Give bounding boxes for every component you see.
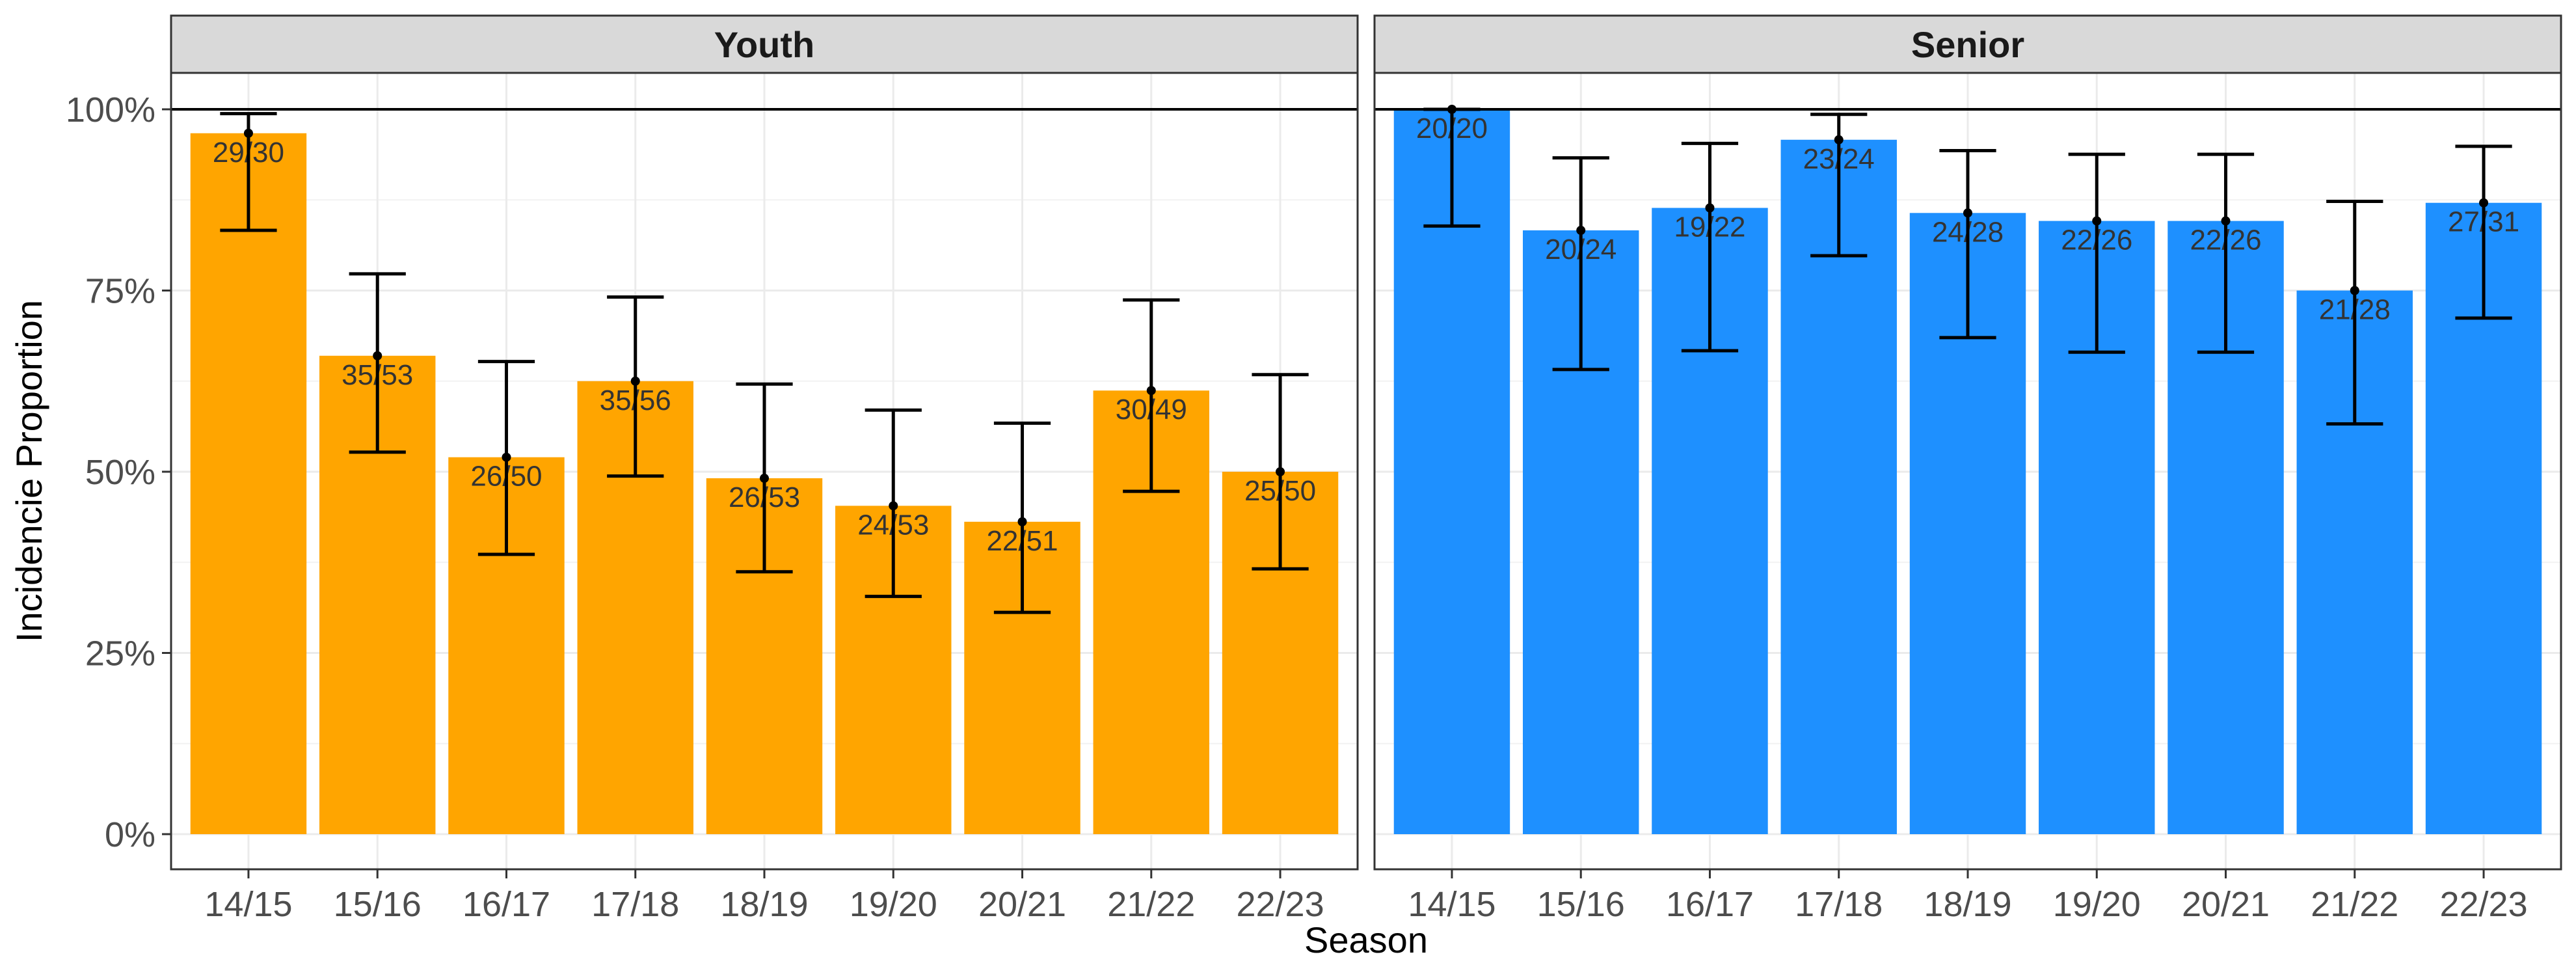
strip-label-senior: Senior — [1911, 24, 2024, 65]
point-senior-5 — [2092, 216, 2102, 226]
x-tick-label-senior-0: 14/15 — [1408, 885, 1496, 924]
x-tick-label-youth-8: 22/23 — [1236, 885, 1324, 924]
x-tick-label-youth-4: 18/19 — [720, 885, 808, 924]
x-tick-label-senior-2: 16/17 — [1666, 885, 1754, 924]
y-tick-label-4: 100% — [66, 90, 155, 129]
x-tick-label-youth-1: 15/16 — [334, 885, 422, 924]
x-tick-label-senior-4: 18/19 — [1924, 885, 2011, 924]
point-youth-3 — [630, 376, 640, 386]
x-tick-label-senior-3: 17/18 — [1795, 885, 1883, 924]
point-senior-4 — [1963, 208, 1972, 218]
x-tick-label-senior-8: 22/23 — [2439, 885, 2527, 924]
point-senior-7 — [2350, 286, 2359, 295]
point-youth-7 — [1146, 386, 1156, 396]
x-tick-label-youth-6: 20/21 — [978, 885, 1066, 924]
point-senior-0 — [1447, 105, 1456, 114]
point-youth-5 — [889, 501, 898, 511]
y-tick-label-3: 75% — [85, 272, 155, 311]
x-tick-label-senior-1: 15/16 — [1537, 885, 1625, 924]
x-tick-label-youth-7: 21/22 — [1107, 885, 1195, 924]
x-tick-label-youth-5: 19/20 — [850, 885, 937, 924]
bar-senior-0 — [1393, 109, 1510, 834]
point-youth-2 — [502, 452, 511, 462]
point-senior-8 — [2479, 198, 2489, 208]
point-youth-8 — [1276, 467, 1285, 476]
bar-youth-0 — [190, 133, 307, 835]
x-tick-label-senior-6: 20/21 — [2182, 885, 2270, 924]
point-youth-1 — [373, 351, 382, 360]
y-tick-label-0: 0% — [105, 815, 155, 854]
point-youth-0 — [243, 128, 253, 138]
strip-senior — [1373, 14, 2562, 74]
x-tick-label-youth-2: 16/17 — [463, 885, 550, 924]
point-senior-3 — [1834, 135, 1844, 144]
point-senior-2 — [1705, 203, 1715, 213]
point-senior-6 — [2221, 216, 2231, 226]
point-youth-4 — [760, 474, 769, 483]
x-tick-label-senior-5: 19/20 — [2053, 885, 2141, 924]
x-tick-label-youth-0: 14/15 — [204, 885, 292, 924]
y-axis-title: Incidencie Proportion — [8, 300, 49, 642]
point-senior-1 — [1576, 226, 1586, 236]
strip-label-youth: Youth — [714, 24, 814, 65]
y-tick-label-1: 25% — [85, 634, 155, 673]
x-tick-label-senior-7: 21/22 — [2311, 885, 2398, 924]
point-youth-6 — [1017, 517, 1027, 526]
strip-youth — [170, 14, 1359, 74]
y-tick-label-2: 50% — [85, 453, 155, 492]
x-tick-label-youth-3: 17/18 — [591, 885, 679, 924]
x-axis-title: Season — [1304, 919, 1428, 960]
